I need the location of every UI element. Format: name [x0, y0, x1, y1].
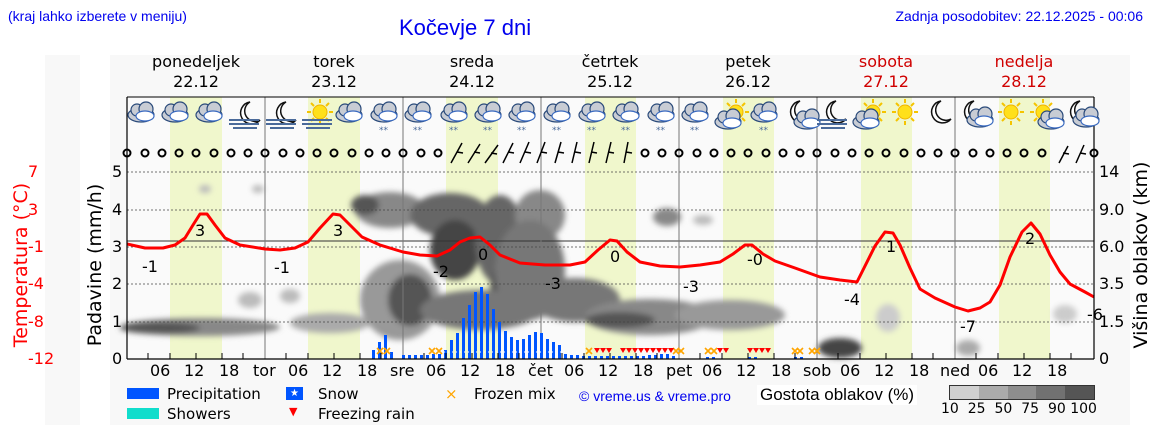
svg-text:1: 1	[886, 237, 896, 256]
cloud-icon	[852, 108, 880, 130]
temp-tick: 7	[28, 162, 39, 181]
cloud-density-ticks: 10 25 50 75 90 100	[941, 401, 1097, 417]
svg-text:0: 0	[610, 247, 620, 266]
precip-tick: 2	[112, 274, 123, 293]
sun-icon	[306, 98, 334, 126]
x-axis-ticks	[147, 353, 1072, 359]
freezing-rain-triangle-icon: ▼	[289, 405, 298, 418]
svg-text:3: 3	[195, 221, 205, 240]
cloud-icon	[793, 108, 821, 130]
snow-cloud-icon	[681, 101, 709, 123]
location-menu-hint[interactable]: (kraj lahko izberete v meniju)	[8, 8, 187, 24]
day-header-row: ponedeljek 22.12 torek 23.12 sreda 24.12 če…	[0, 52, 1152, 94]
freezing-rain-markers	[594, 348, 771, 353]
frozen-mix-x-icon: ×	[445, 385, 458, 403]
svg-text:2: 2	[1025, 229, 1035, 248]
weather-icon-row: **	[127, 98, 1100, 136]
snow-cloud-icon	[508, 101, 536, 123]
snow-star-icon: ★	[286, 387, 303, 400]
fog-icon	[301, 119, 333, 129]
svg-text:-1: -1	[142, 257, 158, 276]
cloud-density-label: Gostota oblakov (%)	[757, 385, 918, 405]
svg-text:-7: -7	[960, 317, 976, 336]
grid-lines	[127, 171, 1094, 323]
svg-text:-1: -1	[274, 258, 290, 277]
temperature-line	[126, 212, 1095, 313]
svg-text:-2: -2	[433, 262, 449, 281]
cloudy-icon	[335, 101, 363, 123]
legend-showers: Showers	[167, 405, 231, 423]
svg-text:-3: -3	[545, 274, 561, 293]
cloud-height-tick: 9.0	[1099, 200, 1125, 219]
svg-text:-3: -3	[683, 277, 699, 296]
legend-precipitation: Precipitation	[167, 385, 261, 403]
cloud-height-tick: 3.5	[1099, 274, 1125, 293]
snow-cloud-icon	[647, 101, 675, 123]
precip-tick: 4	[112, 200, 123, 219]
temp-tick: -1	[28, 237, 44, 256]
snow-cloud-icon	[543, 101, 571, 123]
cloudy-icon	[127, 101, 155, 123]
day-header: petek 26.12	[725, 52, 771, 91]
cloud-height-tick: 1.5	[1099, 312, 1125, 331]
cloud-height-tick: 14	[1099, 162, 1120, 181]
sun-icon	[891, 98, 919, 126]
snow-cloud-icon	[612, 101, 640, 123]
svg-text:-6: -6	[1087, 305, 1103, 324]
legend-freezing-rain: Freezing rain	[318, 405, 415, 423]
svg-text:3: 3	[333, 221, 343, 240]
snow-cloud-icon	[714, 108, 742, 130]
cloud-height-tick: 0	[1099, 349, 1110, 368]
temp-tick: -12	[28, 349, 55, 368]
precip-tick: 3	[112, 237, 123, 256]
legend-snow: Snow	[318, 385, 359, 403]
cloud-density-field	[120, 185, 1077, 358]
snow-cloud-icon	[578, 101, 606, 123]
sun-icon	[997, 98, 1025, 126]
snow-cloud-icon	[750, 101, 778, 123]
snow-cloud-icon	[440, 101, 468, 123]
day-header: ponedeljek 22.12	[152, 52, 240, 91]
precipitation-swatch	[127, 388, 159, 399]
temperature-labels: -1 3 -1 3 -2 0 -3 0 -3 -0 -4 1 -7 2 -6	[142, 221, 1103, 336]
page-title: Kočevje 7 dni	[399, 15, 532, 40]
temp-tick: -8	[28, 312, 44, 331]
precip-tick: 5	[112, 162, 123, 181]
svg-text:0: 0	[478, 245, 488, 264]
temp-axis-panel	[45, 55, 80, 425]
cloudy-icon	[195, 101, 223, 123]
x-axis-labels: 06 12 18 tor 06 12 18 sre 06 12 18 čet 0…	[150, 361, 1068, 380]
frozen-mix-markers	[376, 347, 821, 355]
credit-link[interactable]: © vreme.us & vreme.pro	[579, 388, 731, 404]
cloudy-icon	[161, 101, 189, 123]
svg-text:-0: -0	[747, 250, 763, 269]
day-header-weekend: nedelja 28.12	[994, 52, 1054, 91]
wind-barbs	[450, 141, 1087, 164]
wind-calm-markers	[122, 148, 1099, 158]
svg-text:-4: -4	[844, 290, 860, 309]
snow-cloud-icon	[370, 101, 398, 123]
precip-tick: 1	[112, 312, 123, 331]
showers-swatch	[127, 408, 159, 419]
day-header: sreda 24.12	[449, 52, 495, 91]
legend-frozen-mix: Frozen mix	[474, 385, 556, 403]
cloud-density-scale	[949, 385, 1095, 400]
cloud-height-tick: 6.0	[1099, 237, 1125, 256]
moon-icon	[930, 100, 952, 124]
legend: Precipitation Showers ★ Snow ▼ Freezing …	[127, 385, 1127, 425]
day-header: četrtek 25.12	[581, 52, 639, 91]
cloud-icon	[1072, 106, 1100, 128]
day-boundaries	[264, 97, 956, 359]
precip-tick: 0	[112, 349, 123, 368]
last-update: Zadnja posodobitev: 22.12.2025 - 00:06	[895, 8, 1143, 24]
day-header-weekend: sobota 27.12	[858, 52, 914, 91]
snow-cloud-icon	[474, 101, 502, 123]
cloud-icon	[966, 106, 994, 128]
temp-tick: 3	[28, 200, 39, 219]
snow-cloud-icon	[404, 101, 432, 123]
temp-tick: -4	[28, 274, 44, 293]
day-header: torek 23.12	[311, 52, 357, 91]
